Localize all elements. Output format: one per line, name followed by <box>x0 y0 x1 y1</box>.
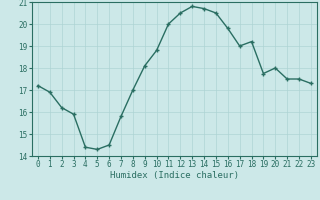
X-axis label: Humidex (Indice chaleur): Humidex (Indice chaleur) <box>110 171 239 180</box>
